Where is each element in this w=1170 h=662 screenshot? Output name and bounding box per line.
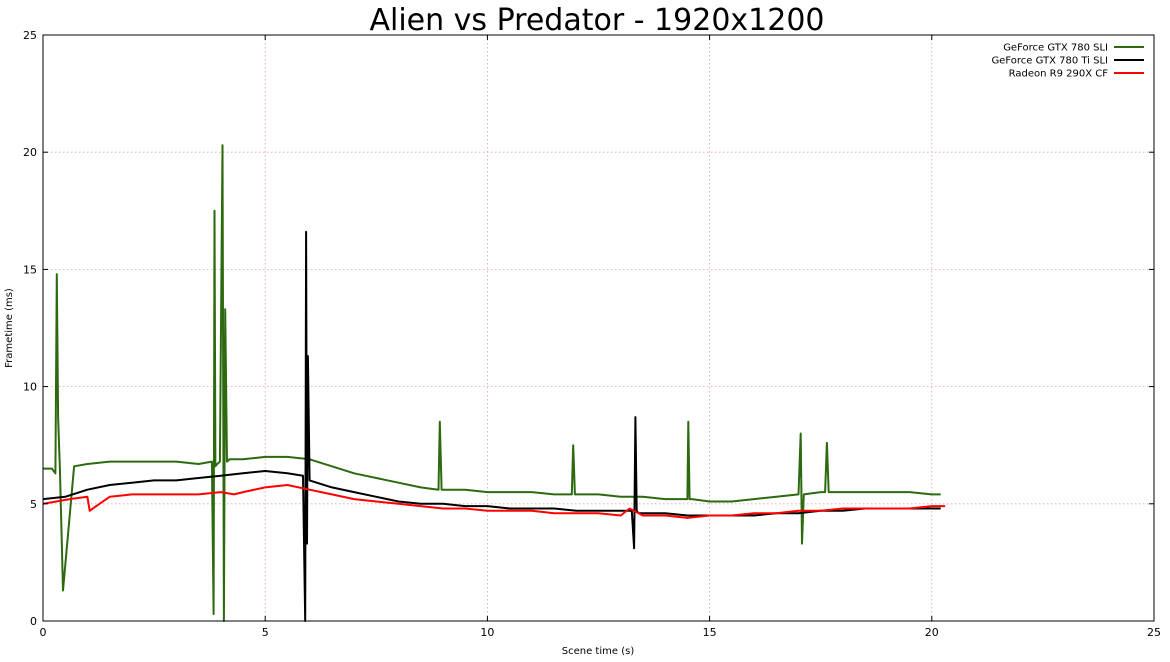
legend-label: GeForce GTX 780 SLI <box>1003 43 1108 54</box>
plot-frame <box>42 34 1155 622</box>
x-tick-label: 5 <box>262 626 269 639</box>
series-line-radeon-r9-290x-cf <box>42 484 946 519</box>
legend: GeForce GTX 780 SLI GeForce GTX 780 Ti SL… <box>991 43 1144 80</box>
x-tick-label: 15 <box>703 626 717 639</box>
legend-label: Radeon R9 290X CF <box>1009 69 1109 80</box>
x-axis-label: Scene time (s) <box>562 646 635 657</box>
series-layer <box>42 144 946 622</box>
y-tick-label: 0 <box>30 615 37 628</box>
y-tick-label: 10 <box>23 381 37 394</box>
y-tick-label: 5 <box>30 498 37 511</box>
y-axis-label: Frametime (ms) <box>4 288 15 368</box>
x-tick-label: 0 <box>40 626 47 639</box>
grid-lines <box>43 35 1154 621</box>
y-tick-label: 20 <box>23 146 37 159</box>
chart-title: Alien vs Predator - 1920x1200 <box>369 3 824 38</box>
series-line-geforce-gtx-780-ti-sli <box>42 230 941 622</box>
x-tick-label: 25 <box>1147 626 1161 639</box>
legend-label: GeForce GTX 780 Ti SLI <box>991 56 1108 67</box>
y-tick-label: 25 <box>23 29 37 42</box>
series-line-geforce-gtx-780-sli <box>43 144 941 622</box>
x-tick-label: 10 <box>480 626 494 639</box>
x-tick-label: 20 <box>925 626 939 639</box>
axis-ticks: 0 5 10 15 20 25 0 5 10 15 20 25 <box>23 29 1161 639</box>
y-tick-label: 15 <box>23 263 37 276</box>
